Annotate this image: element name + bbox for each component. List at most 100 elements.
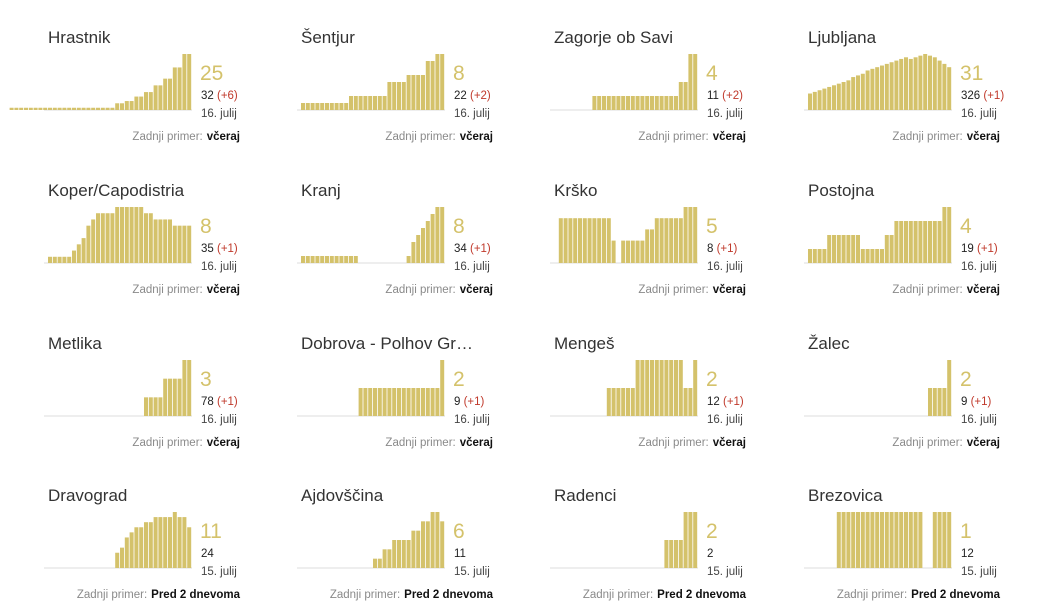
bar <box>401 388 406 416</box>
bar <box>865 70 870 110</box>
bar <box>315 103 320 110</box>
bar <box>177 517 182 568</box>
active-cases-value: 31 <box>960 62 984 85</box>
bar <box>616 388 621 416</box>
sparkline-chart <box>9 54 192 111</box>
bar <box>635 96 640 110</box>
bar <box>301 256 305 263</box>
bar <box>947 512 952 568</box>
bar <box>382 96 387 110</box>
bar <box>425 221 430 263</box>
last-update-date: 16. julij <box>201 108 237 120</box>
bar <box>654 96 659 110</box>
bar <box>582 218 587 263</box>
total-cases-value: 9 <box>961 396 968 408</box>
bar <box>124 101 129 110</box>
total-cases: 12 (+1) <box>707 396 744 408</box>
last-update-date: 16. julij <box>707 108 743 120</box>
municipality-card: Koper/Capodistria 8 35 (+1) 16. julij Zadnji… <box>40 163 280 303</box>
bar <box>822 88 827 110</box>
last-case-value: včeraj <box>966 131 1000 143</box>
last-case-value: včeraj <box>206 437 240 449</box>
bar <box>158 397 163 416</box>
bar <box>163 378 168 416</box>
bar <box>325 256 329 263</box>
last-case: Zadnji primer: včeraj <box>892 437 1000 449</box>
bar <box>640 360 645 416</box>
bar <box>435 512 440 568</box>
bar <box>913 512 918 568</box>
last-update-date: 16. julij <box>707 261 743 273</box>
last-case-label: Zadnji primer: <box>385 284 456 296</box>
bar <box>650 96 654 110</box>
bar <box>678 218 683 263</box>
bar <box>421 228 425 263</box>
bar <box>597 96 602 110</box>
total-cases-value: 34 <box>454 243 467 255</box>
sparkline-chart <box>550 360 698 417</box>
bar <box>664 218 669 263</box>
bar <box>889 512 894 568</box>
bar <box>904 57 908 110</box>
bar <box>611 240 616 263</box>
bar <box>416 75 421 110</box>
bar <box>24 107 28 110</box>
bar <box>148 92 153 110</box>
total-cases-delta: (+1) <box>980 90 1005 102</box>
municipality-card: Ajdovščina 6 11 15. julij Zadnji primer: Pred… <box>293 468 533 608</box>
last-case: Zadnji primer: Pred 2 dnevoma <box>837 589 1000 601</box>
bar <box>904 512 908 568</box>
bar <box>440 360 445 416</box>
last-case-label: Zadnji primer: <box>132 284 203 296</box>
bar <box>373 388 377 416</box>
last-update-date: 15. julij <box>707 566 743 578</box>
bar <box>688 207 693 263</box>
sparkline-chart <box>550 207 698 264</box>
bar <box>860 73 865 110</box>
bar <box>416 388 421 416</box>
total-cases: 9 (+1) <box>454 396 484 408</box>
bar <box>841 82 846 110</box>
bar <box>851 77 856 110</box>
last-update-date: 16. julij <box>707 414 743 426</box>
bar <box>659 218 664 263</box>
bar <box>846 235 851 263</box>
bar <box>96 213 100 263</box>
bar <box>822 249 827 263</box>
bar <box>606 388 611 416</box>
bar <box>908 221 913 263</box>
bar <box>339 103 344 110</box>
total-cases: 11 <box>454 548 466 560</box>
bar <box>650 360 654 416</box>
bar <box>630 388 635 416</box>
bar <box>353 256 358 263</box>
last-case-value: včeraj <box>206 131 240 143</box>
bar <box>851 512 856 568</box>
bar <box>683 207 688 263</box>
bar <box>177 378 182 416</box>
bar <box>120 547 124 568</box>
bar <box>129 101 134 110</box>
last-case: Zadnji primer: včeraj <box>132 284 240 296</box>
bar <box>421 75 425 110</box>
last-case-value: včeraj <box>206 284 240 296</box>
bar <box>880 512 884 568</box>
bar <box>382 549 387 568</box>
municipality-card: Dobrova - Polhov Gr… 2 9 (+1) 16. julij Zadn… <box>293 316 533 456</box>
sparkline-chart <box>550 512 698 569</box>
bar <box>172 225 177 263</box>
bar <box>344 256 349 263</box>
bar <box>558 218 563 263</box>
last-case-value: včeraj <box>712 284 746 296</box>
bar <box>836 83 841 110</box>
bar <box>38 107 43 110</box>
total-cases-value: 11 <box>707 90 719 102</box>
bar <box>635 360 640 416</box>
bar <box>880 65 884 110</box>
bar <box>606 96 611 110</box>
bar <box>320 256 325 263</box>
total-cases: 8 (+1) <box>707 243 737 255</box>
last-case-label: Zadnji primer: <box>638 131 709 143</box>
total-cases-value: 12 <box>961 548 974 560</box>
bar <box>62 107 67 110</box>
